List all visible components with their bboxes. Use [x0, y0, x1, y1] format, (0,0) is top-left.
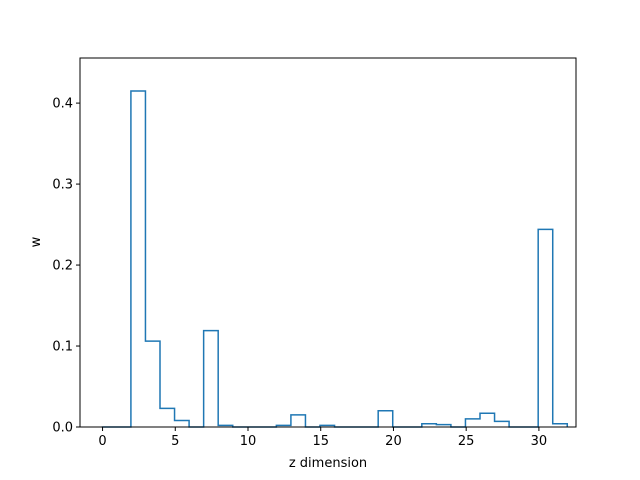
series-step-line	[101, 90, 569, 428]
histogram-bin	[495, 421, 510, 427]
histogram-bin	[175, 421, 190, 427]
y-tick-label: 0.4	[52, 97, 73, 112]
x-axis-label: z dimension	[289, 456, 367, 471]
histogram-bin	[131, 91, 146, 427]
y-tick-label: 0.2	[52, 259, 73, 274]
x-tick-label: 20	[385, 434, 402, 449]
x-tick-label: 30	[531, 434, 548, 449]
x-tick-label: 25	[458, 434, 475, 449]
y-tick-label: 0.1	[52, 340, 73, 355]
histogram-bin	[480, 413, 495, 427]
histogram-bin	[204, 331, 219, 427]
histogram-bin	[378, 411, 393, 427]
x-tick-label: 10	[240, 434, 257, 449]
histogram-bin	[145, 341, 160, 427]
x-tick-label: 15	[312, 434, 329, 449]
x-tick-label: 5	[171, 434, 179, 449]
x-tick-label: 0	[98, 434, 106, 449]
y-axis-label: w	[29, 236, 44, 247]
y-tick-label: 0.3	[52, 178, 73, 193]
y-tick-label: 0.0	[52, 421, 73, 436]
histogram-bin	[465, 419, 480, 427]
histogram-bin	[160, 408, 175, 427]
axes-frame	[79, 57, 577, 428]
histogram-bin	[291, 415, 306, 427]
histogram-bin	[538, 229, 553, 427]
